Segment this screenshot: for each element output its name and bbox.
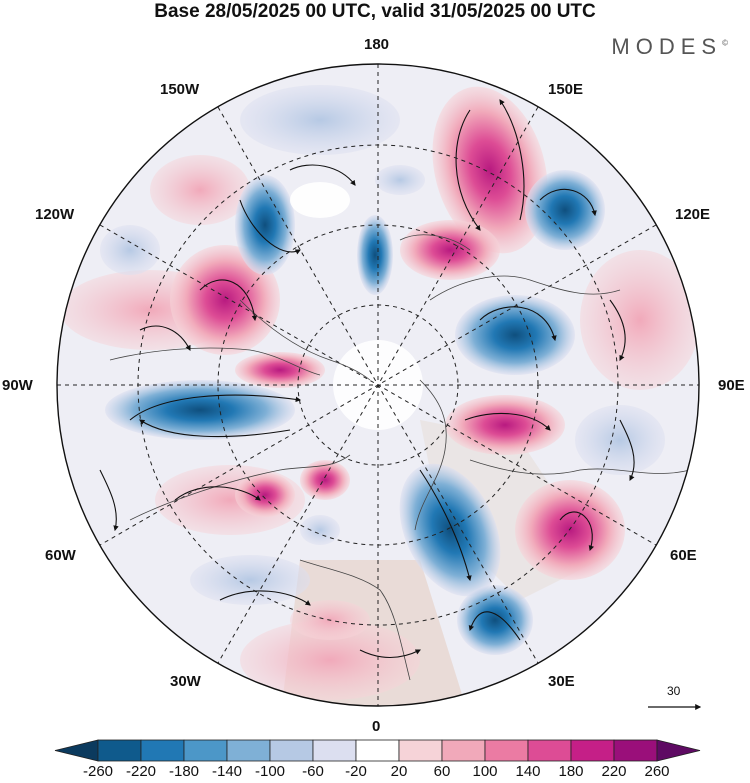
colorbar-tick-label: 260: [644, 763, 670, 780]
colorbar-tick-label: -140: [211, 763, 243, 780]
lon-label-120e: 120E: [675, 206, 711, 223]
lon-label-30e: 30E: [548, 673, 575, 690]
colorbar-tick-label: -60: [302, 763, 324, 780]
colorbar-swatch: [97, 739, 142, 762]
lon-label-90e: 90E: [718, 377, 745, 394]
colorbar-ticks: -260 -220 -180 -140 -100 -60 -20 20 60 100 140 180 2…: [0, 763, 750, 783]
colorbar-swatch: [312, 739, 357, 762]
colorbar-tick-label: 60: [433, 763, 451, 780]
colorbar-tick-label: 180: [558, 763, 584, 780]
colorbar-tick-label: 20: [390, 763, 408, 780]
lon-label-180: 180: [364, 36, 390, 53]
colorbar: [54, 739, 701, 762]
lon-label-60w: 60W: [45, 547, 76, 564]
colorbar-tick-label: -220: [125, 763, 157, 780]
colorbar-swatch: [613, 739, 658, 762]
lon-label-150w: 150W: [160, 81, 200, 98]
coastlines: [109, 234, 691, 681]
colorbar-tick-label: -20: [345, 763, 367, 780]
colorbar-swatch: [656, 739, 701, 762]
graticule: [57, 64, 699, 706]
colorbar-tick-label: 220: [601, 763, 627, 780]
map-title: Base 28/05/2025 00 UTC, valid 31/05/2025…: [154, 1, 596, 22]
colorbar-swatch: [484, 739, 529, 762]
map-frame: [56, 63, 700, 707]
colorbar-tick-label: 100: [472, 763, 498, 780]
colorbar-tick-label: -100: [254, 763, 286, 780]
modes-logo: MODES©: [611, 34, 728, 59]
colorbar-swatch: [54, 739, 99, 762]
colorbar-swatch: [355, 739, 400, 762]
lon-label-150e: 150E: [548, 81, 584, 98]
colorbar-swatch: [441, 739, 486, 762]
colorbar-tick-label: 140: [515, 763, 541, 780]
lon-label-120w: 120W: [35, 206, 75, 223]
colorbar-swatch: [527, 739, 572, 762]
lon-label-30w: 30W: [170, 673, 201, 690]
anomaly-field: [57, 64, 699, 706]
lon-label-90w: 90W: [2, 377, 33, 394]
colorbar-swatch: [226, 739, 271, 762]
lon-label-60e: 60E: [670, 547, 697, 564]
colorbar-swatch: [183, 739, 228, 762]
colorbar-tick-label: -180: [168, 763, 200, 780]
colorbar-tick-label: -260: [82, 763, 114, 780]
colorbar-swatch: [398, 739, 443, 762]
colorbar-swatch: [570, 739, 615, 762]
lon-label-0: 0: [372, 718, 381, 735]
colorbar-swatch: [269, 739, 314, 762]
colorbar-swatch: [140, 739, 185, 762]
wind-scale-label: 30: [667, 684, 681, 698]
streamlines: [99, 99, 635, 658]
